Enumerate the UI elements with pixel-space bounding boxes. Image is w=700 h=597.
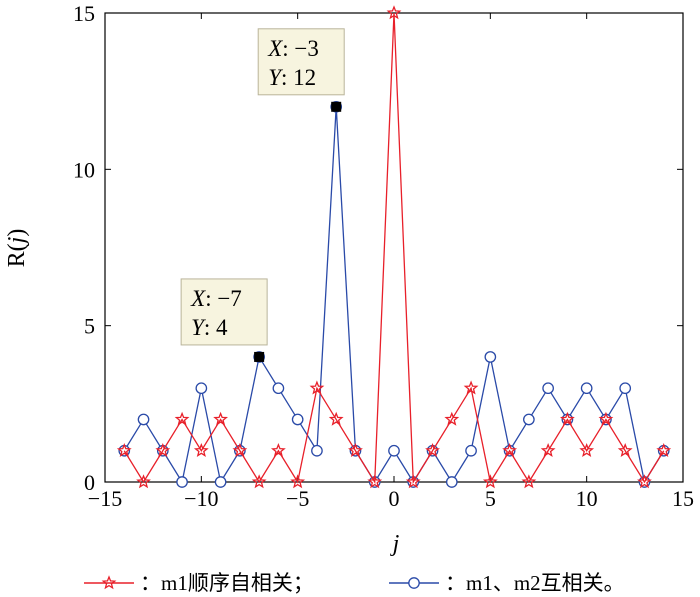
data-point <box>348 442 363 458</box>
data-point <box>405 474 421 489</box>
data-point <box>656 442 672 458</box>
data-point <box>290 474 306 489</box>
data-point <box>502 442 518 458</box>
data-point <box>425 442 440 458</box>
data-point <box>155 442 171 458</box>
datatip-x-value: : −7 <box>205 286 242 311</box>
datatip-y-value: : 12 <box>281 65 316 90</box>
data-point <box>116 442 132 458</box>
data-point <box>559 411 575 426</box>
data-point <box>619 382 632 395</box>
datatip-box <box>180 278 268 346</box>
x-tick-label: 15 <box>672 486 694 511</box>
data-point <box>637 474 652 489</box>
data-point <box>193 442 209 458</box>
data-point <box>309 380 325 395</box>
datatip-x: X: −7 <box>190 286 242 311</box>
datatip-box <box>257 28 345 96</box>
data-point <box>270 442 286 458</box>
y-tick-label: 10 <box>73 157 95 182</box>
datatip-y-label: Y <box>191 315 206 340</box>
data-point <box>484 351 497 363</box>
axes-frame <box>104 12 684 483</box>
data-point <box>482 474 498 489</box>
data-point <box>444 411 460 426</box>
data-point <box>272 382 285 395</box>
datatip-x-label: X <box>190 286 206 311</box>
datatip-marker <box>254 351 265 362</box>
series-line <box>123 12 665 485</box>
x-tick-label: 5 <box>485 486 496 511</box>
x-tick-label: 0 <box>389 486 400 511</box>
data-point <box>328 411 344 426</box>
data-point <box>174 411 190 426</box>
series-star <box>116 5 672 489</box>
datatip-y-label: Y <box>268 65 283 90</box>
legend-label: ：m1顺序自相关； <box>140 571 314 595</box>
tick-marks <box>104 12 684 483</box>
y-axis-label: R(j) <box>4 229 30 268</box>
legend-item-star: ：m1顺序自相关； <box>84 571 314 595</box>
y-axis-label-suffix: ) <box>4 229 30 237</box>
x-tick-label: 10 <box>576 486 598 511</box>
data-point <box>195 382 208 395</box>
data-point <box>388 444 400 457</box>
y-axis-label-var: j <box>4 236 30 246</box>
data-point <box>214 476 227 488</box>
x-tick-label: −10 <box>184 486 218 511</box>
datatip-y: Y: 12 <box>268 65 316 90</box>
plot-box <box>104 12 684 483</box>
data-point <box>251 474 267 489</box>
data-point <box>445 476 458 488</box>
data-point <box>598 411 614 426</box>
legend-marker <box>101 575 117 590</box>
data-point <box>232 442 248 458</box>
datatip-x-label: X <box>267 36 283 61</box>
datatip-y-value: : 4 <box>204 315 228 340</box>
datatip-x: X: −3 <box>267 36 319 61</box>
data-point <box>137 413 150 426</box>
data-point <box>542 382 554 395</box>
series-layer <box>116 5 672 489</box>
data-point <box>579 442 595 458</box>
legend-item-circle: ：m1、m2互相关。 <box>389 571 625 595</box>
data-point <box>136 474 151 489</box>
data-point <box>386 5 402 20</box>
x-tick-label: −15 <box>88 486 122 511</box>
data-point <box>521 474 537 489</box>
data-point <box>465 444 477 457</box>
data-point <box>213 411 229 426</box>
data-point <box>580 382 593 395</box>
datatip-marker <box>331 101 342 112</box>
datatip: X: −7 Y: 4 <box>180 278 268 362</box>
y-tick-label: 5 <box>84 314 95 339</box>
x-tick-label: −5 <box>286 486 309 511</box>
legend-label: ：m1、m2互相关。 <box>445 571 625 595</box>
legend-marker <box>408 577 420 589</box>
data-point <box>463 380 479 395</box>
datatip-x-value: : −3 <box>282 36 319 61</box>
y-axis-label-prefix: R( <box>4 243 30 267</box>
data-point <box>540 442 556 458</box>
x-axis-label: j <box>390 531 400 557</box>
data-point <box>176 476 188 488</box>
datatips: X: −3Y: 12X: −7Y: 4 <box>180 28 345 362</box>
data-point <box>367 474 383 489</box>
datatip: X: −3 Y: 12 <box>257 28 345 112</box>
y-tick-label: 0 <box>84 470 95 495</box>
tick-labels: −15 −10 −5 0 5 10 15 0 5 10 15 <box>73 1 694 511</box>
legend: ：m1顺序自相关； ：m1、m2互相关。 <box>84 571 625 595</box>
y-tick-label: 15 <box>73 1 95 26</box>
data-point <box>311 444 323 457</box>
data-point <box>523 413 535 426</box>
data-point <box>291 413 304 426</box>
datatip-y: Y: 4 <box>191 315 228 340</box>
data-point <box>617 442 633 458</box>
